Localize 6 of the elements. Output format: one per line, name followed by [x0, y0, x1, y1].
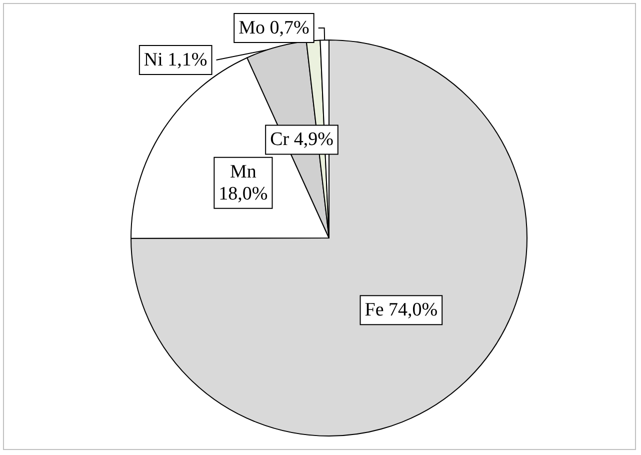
slice-label: Ni 1,1% — [144, 50, 208, 71]
slice-label: Cr 4,9% — [270, 129, 334, 150]
slice-label: Mo 0,7% — [238, 18, 310, 39]
data-label: 18,0% — [218, 183, 268, 204]
slice-label: Fe 74,0% — [364, 300, 438, 321]
slice-label: Mn — [230, 161, 257, 182]
